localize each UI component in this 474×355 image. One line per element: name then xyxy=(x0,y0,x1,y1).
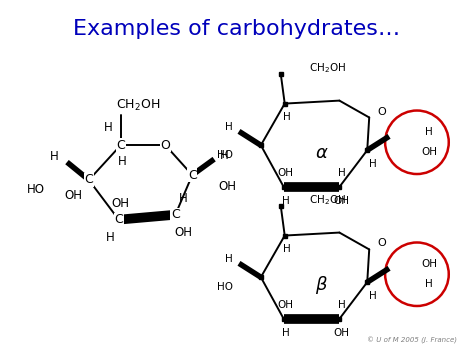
Text: H: H xyxy=(225,254,233,264)
Text: H: H xyxy=(369,159,377,169)
Text: C: C xyxy=(188,169,197,181)
Text: OH: OH xyxy=(421,259,437,269)
Text: OH: OH xyxy=(174,226,192,239)
Text: H: H xyxy=(220,149,229,162)
Text: HO: HO xyxy=(27,184,45,196)
Text: H: H xyxy=(283,245,291,255)
Text: O: O xyxy=(161,139,170,152)
Text: OH: OH xyxy=(278,300,294,310)
Text: CH$_2$OH: CH$_2$OH xyxy=(309,193,346,207)
Text: Examples of carbohydrates…: Examples of carbohydrates… xyxy=(73,19,401,39)
Text: O: O xyxy=(377,239,386,248)
Text: H: H xyxy=(337,168,345,178)
Text: H: H xyxy=(118,155,127,168)
Text: OH: OH xyxy=(218,180,236,193)
Text: OH: OH xyxy=(64,189,82,202)
Text: OH: OH xyxy=(333,328,349,338)
Text: H: H xyxy=(282,328,290,338)
Text: H: H xyxy=(50,150,59,163)
Text: H: H xyxy=(425,279,433,289)
Text: H: H xyxy=(283,113,291,122)
Text: H: H xyxy=(225,122,233,132)
Text: H: H xyxy=(104,121,113,134)
Text: H: H xyxy=(425,127,433,137)
Text: H: H xyxy=(337,300,345,310)
Text: CH$_2$OH: CH$_2$OH xyxy=(117,98,161,113)
Text: HO: HO xyxy=(217,150,233,160)
Text: OH: OH xyxy=(333,196,349,206)
Text: $\beta$: $\beta$ xyxy=(315,274,328,296)
Text: H: H xyxy=(282,196,290,206)
Text: OH: OH xyxy=(278,168,294,178)
Text: H: H xyxy=(369,291,377,301)
Text: © U of M 2005 (J. France): © U of M 2005 (J. France) xyxy=(367,337,457,344)
Text: $\alpha$: $\alpha$ xyxy=(315,144,328,162)
Text: H: H xyxy=(106,231,115,244)
Text: O: O xyxy=(377,106,386,116)
Text: CH$_2$OH: CH$_2$OH xyxy=(309,61,346,75)
Text: OH: OH xyxy=(112,197,130,210)
Text: C: C xyxy=(84,174,93,186)
Text: H: H xyxy=(179,192,188,205)
Text: OH: OH xyxy=(421,147,437,157)
Text: HO: HO xyxy=(217,282,233,292)
Text: C: C xyxy=(116,139,125,152)
Text: C: C xyxy=(114,213,123,226)
Text: C: C xyxy=(171,208,180,221)
